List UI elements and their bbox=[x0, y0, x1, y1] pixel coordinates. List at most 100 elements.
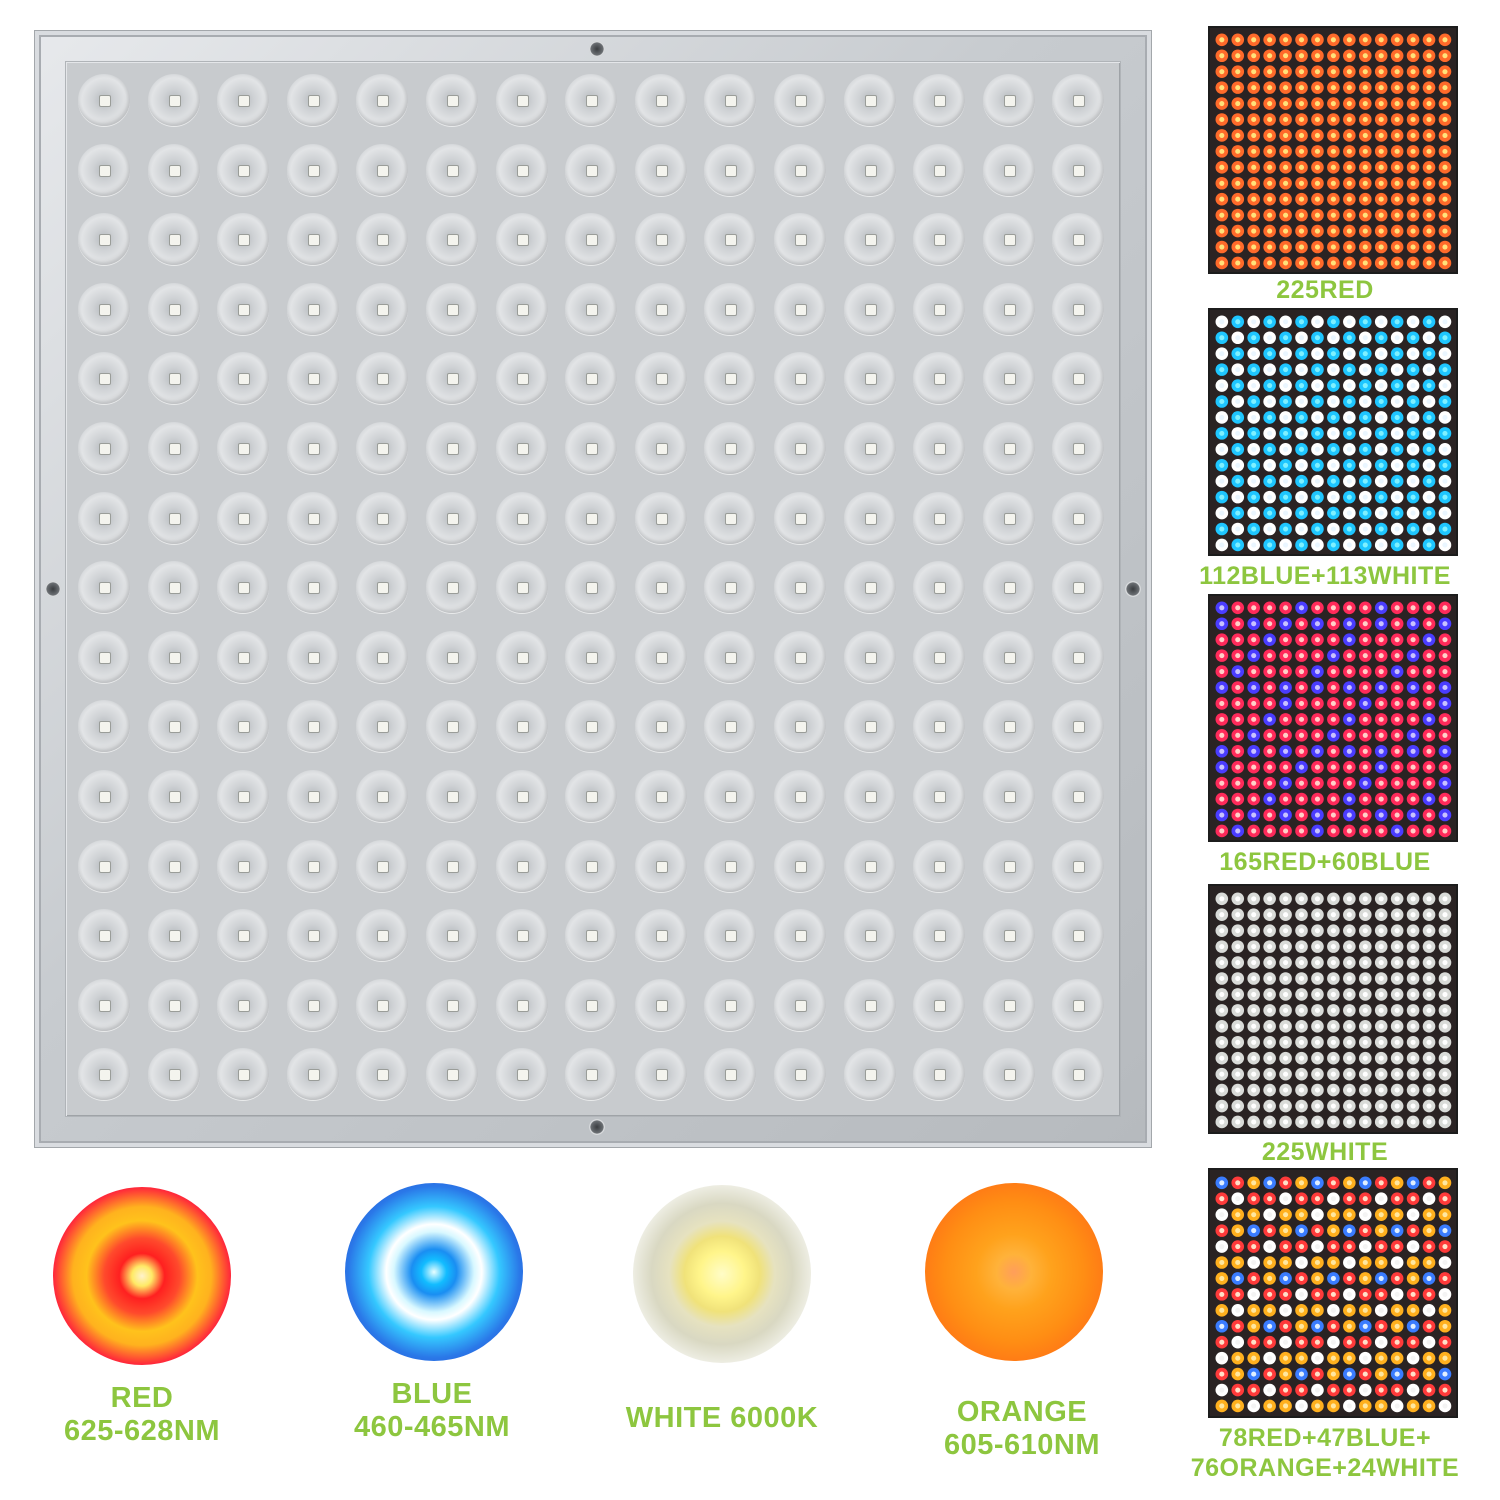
thumbnail-led-dot-center bbox=[1283, 212, 1289, 218]
thumbnail-led-dot-center bbox=[1219, 69, 1225, 75]
thumbnail-led-dot-center bbox=[1330, 959, 1336, 966]
thumbnail-led-dot-center bbox=[1235, 975, 1241, 982]
thumbnail-led-dot-center bbox=[1442, 228, 1448, 234]
thumbnail-led-dot-center bbox=[1314, 1180, 1321, 1186]
white-spectrum-caption: WHITE 6000K bbox=[582, 1402, 862, 1435]
thumbnail-led-dot-center bbox=[1346, 319, 1352, 325]
thumbnail-led-dot-center bbox=[1267, 975, 1273, 982]
led-cup bbox=[217, 1048, 270, 1101]
thumbnail-led-dot-center bbox=[1219, 828, 1225, 834]
thumbnail-led-dot-center bbox=[1330, 228, 1336, 234]
thumbnail-led-dot-center bbox=[1219, 1371, 1225, 1377]
thumbnail-led-dot-center bbox=[1394, 53, 1400, 59]
thumbnail-led-dot-center bbox=[1219, 637, 1225, 643]
led-cup bbox=[286, 700, 339, 753]
thumbnail-led-dot-center bbox=[1298, 653, 1305, 659]
thumbnail-led-dot-center bbox=[1362, 101, 1368, 107]
thumbnail-led-dot-center bbox=[1378, 367, 1384, 373]
thumbnail-led-dot-center bbox=[1283, 196, 1289, 202]
thumbnail-led-dot-center bbox=[1378, 494, 1384, 500]
thumbnail-led-dot-center bbox=[1330, 812, 1336, 818]
thumbnail-led-dot-center bbox=[1314, 148, 1321, 154]
thumbnail-led-dot-center bbox=[1314, 383, 1321, 389]
thumbnail-led-dot-center bbox=[1426, 542, 1432, 548]
thumbnail-led-dot-center bbox=[1267, 928, 1273, 934]
thumbnail-led-dot-center bbox=[1362, 1007, 1368, 1013]
thumbnail-led-dot-center bbox=[1219, 684, 1225, 691]
thumbnail-led-dot-center bbox=[1267, 351, 1273, 357]
thumbnail-led-dot-center bbox=[1219, 132, 1225, 138]
thumbnail-led-dot-center bbox=[1346, 430, 1352, 436]
thumbnail-led-dot-center bbox=[1283, 991, 1289, 997]
thumbnail-led-dot-center bbox=[1330, 1307, 1336, 1313]
thumbnail-led-dot-center bbox=[1426, 780, 1432, 786]
thumbnail-led-dot-center bbox=[1362, 53, 1368, 59]
thumbnail-led-dot-center bbox=[1394, 1180, 1400, 1186]
thumbnail-led-dot-center bbox=[1298, 1087, 1305, 1093]
thumbnail-led-dot-center bbox=[1314, 335, 1321, 341]
thumbnail-led-dot-center bbox=[1410, 1023, 1416, 1029]
led-cup bbox=[634, 1048, 687, 1101]
thumbnail-led-dot-center bbox=[1362, 1103, 1368, 1109]
thumbnail-led-dot-center bbox=[1219, 1023, 1225, 1029]
thumbnail-led-dot-center bbox=[1378, 398, 1384, 405]
led-cup bbox=[774, 213, 826, 266]
thumbnail-led-dot-center bbox=[1267, 1307, 1273, 1313]
thumbnail-led-dot-center bbox=[1394, 1355, 1400, 1361]
led-cup bbox=[774, 630, 826, 683]
thumbnail-led-dot-center bbox=[1378, 1087, 1384, 1093]
led-cup bbox=[982, 909, 1035, 962]
variant-dot-grid bbox=[1215, 892, 1452, 1129]
led-cup bbox=[843, 422, 896, 474]
thumbnail-led-dot-center bbox=[1235, 430, 1241, 436]
thumbnail-led-dot-center bbox=[1298, 716, 1305, 722]
thumbnail-led-dot-center bbox=[1283, 1180, 1289, 1186]
thumbnail-led-dot-center bbox=[1394, 1259, 1400, 1266]
thumbnail-led-dot-center bbox=[1314, 1307, 1321, 1313]
thumbnail-led-dot-center bbox=[1298, 780, 1305, 786]
thumbnail-led-dot-center bbox=[1378, 732, 1384, 738]
led-cup bbox=[634, 282, 687, 335]
thumbnail-led-dot-center bbox=[1394, 748, 1400, 754]
thumbnail-led-dot-center bbox=[1362, 414, 1368, 420]
thumbnail-led-dot-center bbox=[1410, 896, 1416, 902]
thumbnail-led-dot-center bbox=[1267, 478, 1273, 484]
thumbnail-led-dot-center bbox=[1426, 1055, 1432, 1061]
thumbnail-led-dot-center bbox=[1219, 1007, 1225, 1013]
thumbnail-led-dot-center bbox=[1314, 1259, 1321, 1266]
led-cup bbox=[147, 630, 200, 683]
thumbnail-led-dot-center bbox=[1298, 1307, 1305, 1313]
thumbnail-led-dot-center bbox=[1346, 828, 1352, 834]
thumbnail-led-dot-center bbox=[1283, 959, 1289, 966]
thumbnail-led-dot-center bbox=[1426, 478, 1432, 484]
thumbnail-led-dot-center bbox=[1362, 196, 1368, 202]
thumbnail-led-dot-center bbox=[1251, 53, 1257, 59]
thumbnail-led-dot-center bbox=[1394, 812, 1400, 818]
thumbnail-led-dot-center bbox=[1426, 494, 1432, 500]
thumbnail-led-dot-center bbox=[1267, 180, 1273, 186]
thumbnail-led-dot-center bbox=[1410, 912, 1416, 918]
led-cup bbox=[913, 839, 966, 892]
led-cup bbox=[217, 282, 270, 335]
thumbnail-led-dot-center bbox=[1251, 1275, 1257, 1281]
thumbnail-led-dot-center bbox=[1219, 85, 1225, 91]
led-cup bbox=[217, 770, 270, 822]
thumbnail-led-dot-center bbox=[1346, 605, 1352, 611]
thumbnail-led-dot-center bbox=[1346, 637, 1352, 643]
led-cup bbox=[147, 978, 200, 1031]
thumbnail-led-dot-center bbox=[1426, 669, 1432, 675]
thumbnail-led-dot-center bbox=[1394, 828, 1400, 834]
thumbnail-led-dot-center bbox=[1442, 669, 1448, 675]
thumbnail-led-dot-center bbox=[1298, 101, 1305, 107]
thumbnail-led-dot-center bbox=[1394, 542, 1400, 548]
thumbnail-led-dot-center bbox=[1330, 462, 1336, 468]
led-cup bbox=[565, 561, 618, 614]
thumbnail-led-dot-center bbox=[1219, 1323, 1225, 1329]
led-cup bbox=[217, 561, 270, 614]
thumbnail-led-dot-center bbox=[1394, 716, 1400, 722]
thumbnail-led-dot-center bbox=[1267, 1339, 1273, 1345]
thumbnail-led-dot-center bbox=[1314, 732, 1321, 738]
thumbnail-led-dot-center bbox=[1346, 478, 1352, 484]
thumbnail-led-dot-center bbox=[1394, 228, 1400, 234]
led-cup bbox=[774, 909, 826, 962]
